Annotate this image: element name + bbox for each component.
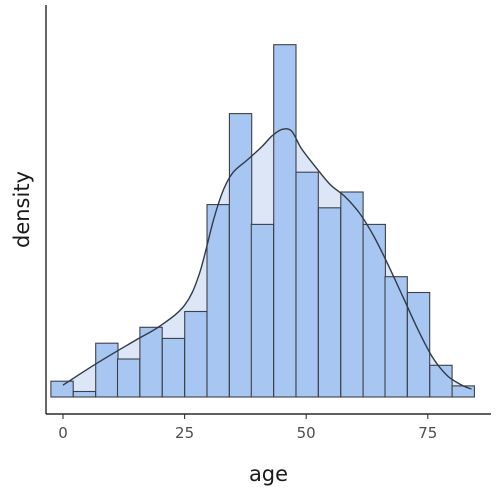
x-tick-label: 0 xyxy=(58,424,68,442)
histogram-bar xyxy=(340,191,364,398)
density-line xyxy=(62,128,472,390)
axes-layer xyxy=(45,5,491,415)
histogram-bar xyxy=(362,223,386,398)
bars-layer xyxy=(50,44,475,398)
y-axis-title: density xyxy=(10,171,34,248)
histogram-bar xyxy=(72,390,97,398)
histogram-bar xyxy=(406,291,431,398)
histogram-bar xyxy=(451,385,475,398)
histogram-bar xyxy=(161,337,186,398)
histogram-bar xyxy=(228,113,253,398)
histogram-bar xyxy=(184,310,208,398)
histogram-bar xyxy=(139,326,163,398)
x-tick-label: 50 xyxy=(297,424,316,442)
histogram-bar xyxy=(250,223,275,398)
density-line-layer xyxy=(62,128,472,390)
histogram-bar xyxy=(50,380,74,398)
histogram-bar xyxy=(273,44,297,398)
histogram-bar xyxy=(317,207,342,398)
x-ticks-layer: 0 25 50 75 xyxy=(58,414,437,442)
histogram-bar xyxy=(295,171,319,398)
histogram-bar xyxy=(429,364,453,398)
histogram-bar xyxy=(116,358,141,398)
x-tick-label: 75 xyxy=(418,424,437,442)
histogram-bar xyxy=(95,342,119,398)
histogram-bar xyxy=(384,276,408,398)
x-tick-label: 25 xyxy=(175,424,194,442)
x-axis-title: age xyxy=(249,462,288,486)
